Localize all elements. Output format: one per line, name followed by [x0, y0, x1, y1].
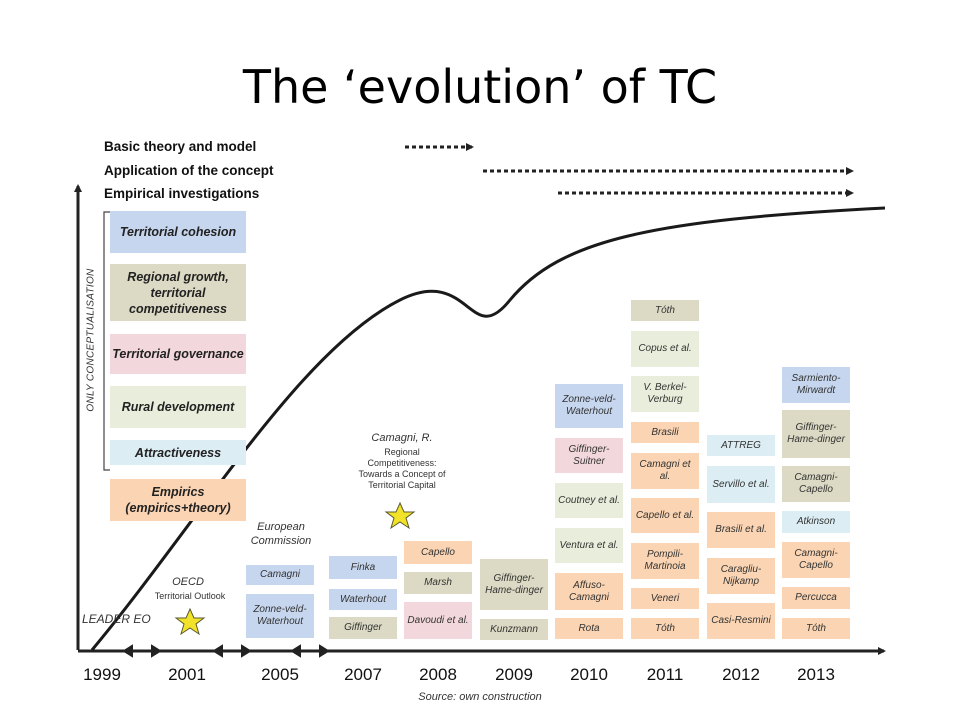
pub-2013-6: Percucca — [782, 587, 850, 609]
pub-2010-4: Ventura et al. — [555, 528, 623, 563]
pub-2011-4: Brasili — [631, 422, 699, 443]
category-regional-growth: Regional growth, territorial competitive… — [110, 264, 246, 321]
pub-2012-5: Casi-Resmini — [707, 603, 775, 639]
year-label-2005: 2005 — [261, 665, 299, 684]
pub-2005-2: Zonne-veld-Waterhout — [246, 594, 314, 638]
evolution-s-curve — [90, 206, 886, 651]
pub-2010-6: Rota — [555, 618, 623, 639]
pub-2010-1: Zonne-veld-Waterhout — [555, 384, 623, 428]
pub-2008-1: Capello — [404, 541, 472, 564]
concept-bracket — [103, 211, 110, 471]
pub-2012-3: Brasili et al. — [707, 512, 775, 548]
category-rural-development: Rural development — [110, 386, 246, 428]
category-attractiveness: Attractiveness — [110, 440, 246, 465]
pub-2011-3: V. Berkel-Verburg — [631, 376, 699, 412]
year-label-2008: 2008 — [419, 665, 457, 684]
category-territorial-cohesion: Territorial cohesion — [110, 211, 246, 253]
year-label-1999: 1999 — [83, 665, 121, 684]
pub-2008-2: Marsh — [404, 572, 472, 594]
pub-2010-3: Coutney et al. — [555, 483, 623, 518]
year-label-2011: 2011 — [646, 665, 684, 684]
pub-2011-6: Capello et al. — [631, 498, 699, 533]
pub-2013-5: Camagni-Capello — [782, 542, 850, 578]
legend-empirical: Empirical investigations — [104, 186, 260, 201]
star-icon-camagni — [384, 501, 416, 530]
year-label-2007: 2007 — [344, 665, 382, 684]
pub-2010-5: Affuso-Camagni — [555, 573, 623, 610]
slide-title: The ‘evolution’ of TC — [242, 60, 718, 114]
pub-2010-2: Giffinger-Suitner — [555, 438, 623, 473]
pub-2011-9: Tóth — [631, 618, 699, 639]
camagni-title: Camagni, R. — [371, 432, 433, 444]
pub-2007-3: Giffinger — [329, 617, 397, 639]
pub-2005-1: Camagni — [246, 565, 314, 585]
pub-2009-1: Giffinger-Hame-dinger — [480, 559, 548, 610]
only-conceptualisation-label: ONLY CONCEPTUALISATION — [85, 268, 97, 412]
category-territorial-governance: Territorial governance — [110, 334, 246, 374]
category-empirics: Empirics (empirics+theory) — [110, 479, 246, 521]
pub-2012-1: ATTREG — [707, 435, 775, 456]
star-icon-oecd — [174, 607, 206, 636]
pub-2012-2: Servillo et al. — [707, 466, 775, 503]
european-commission-label: European Commission — [250, 521, 312, 547]
year-label-2001: 2001 — [168, 665, 206, 684]
pub-2007-1: Finka — [329, 556, 397, 579]
pub-2011-5: Camagni et al. — [631, 453, 699, 489]
oecd-subtitle: Territorial Outlook — [154, 591, 226, 601]
year-label-2013: 2013 — [797, 665, 835, 684]
pub-2008-3: Davoudi et al. — [404, 602, 472, 639]
pub-2007-2: Waterhout — [329, 589, 397, 610]
legend-basic-theory: Basic theory and model — [104, 139, 257, 154]
year-label-2010: 2010 — [570, 665, 608, 684]
year-label-2012: 2012 — [722, 665, 760, 684]
pub-2013-1: Sarmiento-Mirwardt — [782, 367, 850, 403]
pub-2011-2: Copus et al. — [631, 331, 699, 367]
camagni-subtitle: Regional Competitiveness: Towards a Conc… — [358, 447, 446, 490]
pub-2011-7: Pompili-Martinoia — [631, 543, 699, 579]
legend-application: Application of the concept — [104, 163, 274, 178]
source-note: Source: own construction — [418, 691, 542, 703]
oecd-title: OECD — [172, 576, 204, 588]
pub-2011-8: Veneri — [631, 588, 699, 609]
pub-2013-7: Tóth — [782, 618, 850, 639]
pub-2013-4: Atkinson — [782, 511, 850, 533]
pub-2009-2: Kunzmann — [480, 619, 548, 640]
pub-2012-4: Caragliu-Nijkamp — [707, 558, 775, 594]
pub-2011-1: Tóth — [631, 300, 699, 321]
pub-2013-3: Camagni-Capello — [782, 466, 850, 502]
pub-2013-2: Giffinger-Hame-dinger — [782, 410, 850, 458]
leader-eo-label: LEADER EO — [82, 612, 151, 626]
year-label-2009: 2009 — [495, 665, 533, 684]
